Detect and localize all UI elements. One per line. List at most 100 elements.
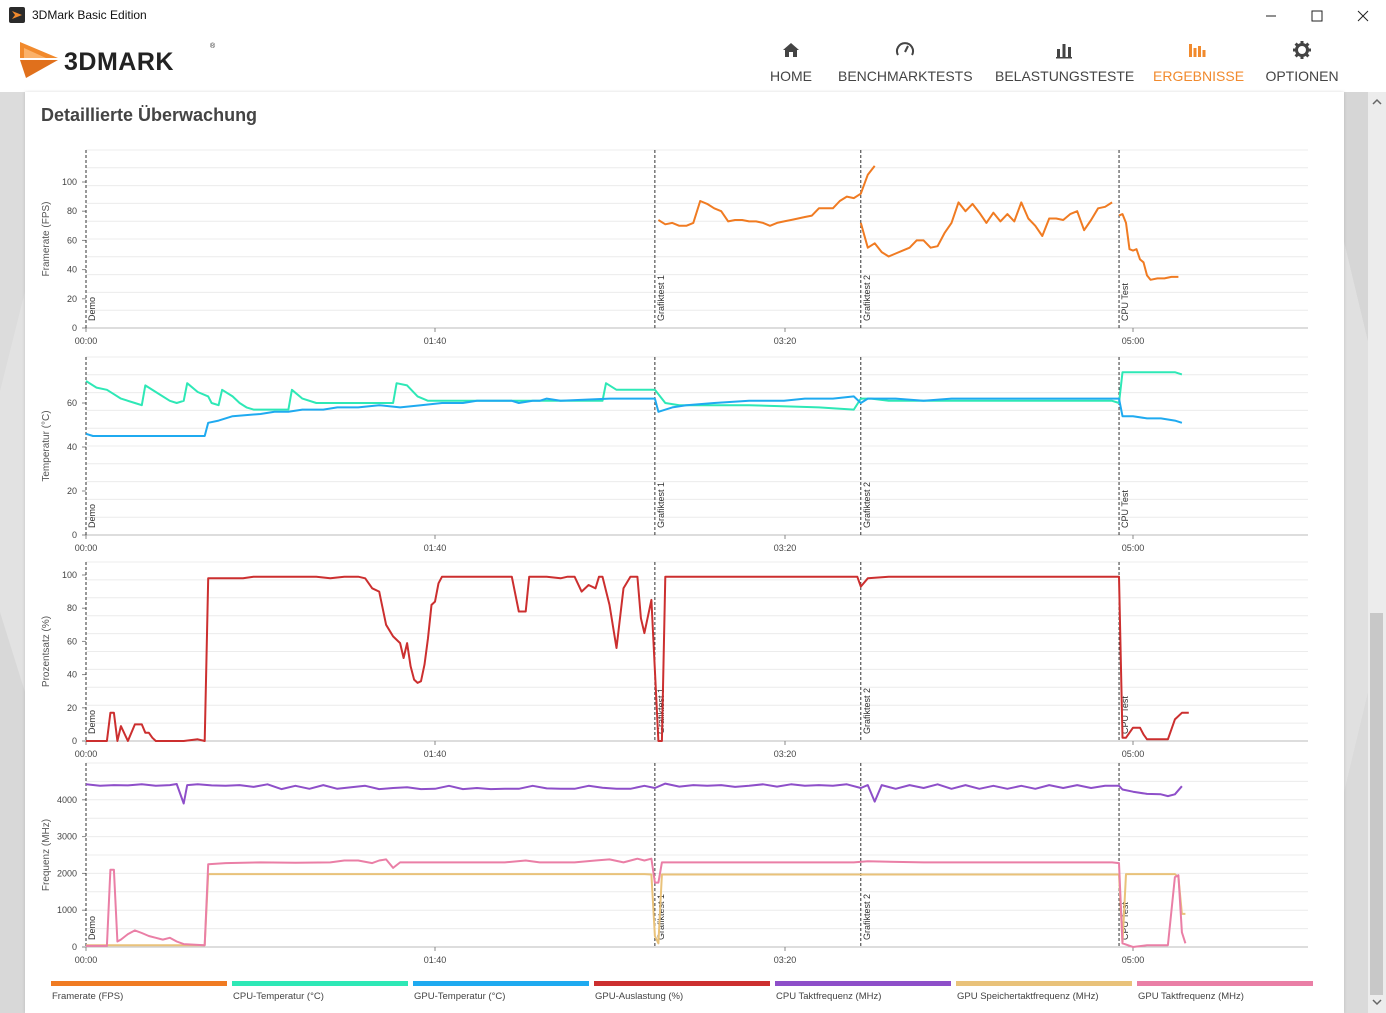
results-panel: Detaillierte Überwachung [25,92,1344,1013]
y-tick-label: 80 [67,603,77,613]
y-tick-label: 0 [72,736,77,746]
legend-item: Framerate (FPS) [51,981,227,1005]
x-tick-label: 05:00 [1122,543,1145,553]
scroll-up-icon[interactable] [1372,97,1382,107]
y-tick-label: 20 [67,486,77,496]
x-tick-label: 03:20 [774,749,797,759]
nav-ergebnisse[interactable]: ERGEBNISSE [1153,37,1245,89]
scroll-down-icon[interactable] [1372,997,1382,1007]
x-tick-label: 01:40 [424,543,447,553]
close-button[interactable] [1340,0,1386,31]
minimize-icon [1266,15,1276,17]
window-title: 3DMark Basic Edition [32,8,147,22]
y-tick-label: 20 [67,703,77,713]
x-tick-label: 03:20 [774,543,797,553]
nav-benchmarktests[interactable]: BENCHMARKTESTS [838,37,973,89]
x-tick-label: 00:00 [75,543,98,553]
legend-swatch [51,981,227,986]
nav-ergebnisse-label: ERGEBNISSE [1153,68,1245,84]
x-tick-label: 01:40 [424,336,447,346]
legend-label: GPU Taktfrequenz (MHz) [1138,991,1244,1002]
section-marker-label: Grafiktest 2 [862,275,872,321]
section-marker-label: Grafiktest 1 [656,688,666,734]
minimize-button[interactable] [1248,0,1294,31]
legend-swatch [956,981,1132,986]
section-marker-label: CPU Test [1120,283,1130,321]
close-icon [1357,10,1369,22]
section-marker-label: Demo [87,710,97,734]
y-tick-label: 0 [72,323,77,333]
legend-swatch [775,981,951,986]
series-line [657,165,876,227]
x-tick-label: 03:20 [774,336,797,346]
y-tick-label: 60 [67,636,77,646]
legend-item: GPU-Temperatur (°C) [413,981,589,1005]
scrollbar-thumb[interactable] [1370,613,1383,995]
series-line [859,201,1113,258]
legend-swatch [594,981,770,986]
section-marker-label: Demo [87,504,97,528]
section-marker-label: CPU Test [1120,490,1130,528]
y-tick-label: 0 [72,530,77,540]
y-tick-label: 2000 [57,868,77,878]
y-tick-label: 40 [67,265,77,275]
section-marker-label: Demo [87,916,97,940]
chart-1: 0 20 40 60 80 100 Framerate (FPS) 00:00 01:40 03:… [41,149,1308,346]
x-tick-label: 00:00 [75,336,98,346]
maximize-icon [1311,10,1323,22]
window-titlebar: 3DMark Basic Edition [0,0,1386,31]
nav-benchmarktests-label: BENCHMARKTESTS [838,68,973,84]
page-title: Detaillierte Überwachung [41,105,258,125]
legend-item: GPU Taktfrequenz (MHz) [1137,981,1313,1005]
home-icon [783,43,799,57]
chart-2: 0 20 40 60 Temperatur (°C) 00:00 01:40 03:20 05:… [41,356,1308,553]
chart-4: 0 1000 2000 3000 4000 Frequenz (MHz) 00:00 01:4… [41,762,1308,965]
logo-reg-mark: ® [210,43,216,50]
legend-swatch [1137,981,1313,986]
y-axis-label: Framerate (FPS) [41,201,52,276]
app-header: 3DMARK ® HOME BENCHMARKTESTS BELASTUNGST… [0,31,1386,92]
y-tick-label: 1000 [57,905,77,915]
x-tick-label: 00:00 [75,749,98,759]
section-marker-label: Grafiktest 2 [862,688,872,734]
nav-belastungsteste[interactable]: BELASTUNGSTESTE [995,37,1134,89]
legend-label: GPU-Temperatur (°C) [414,991,506,1002]
y-tick-label: 100 [62,177,77,187]
y-tick-label: 60 [67,398,77,408]
series-line [85,371,1183,411]
y-tick-label: 20 [67,294,77,304]
series-line [86,873,1186,947]
y-tick-label: 60 [67,235,77,245]
gear-icon [1293,41,1311,59]
y-tick-label: 40 [67,670,77,680]
nav-home-label: HOME [770,68,812,84]
vertical-scrollbar[interactable] [1368,92,1386,1013]
section-marker-label: Grafiktest 2 [862,482,872,528]
legend-label: CPU Taktfrequenz (MHz) [776,991,882,1002]
series-line [86,575,1189,742]
y-tick-label: 100 [62,570,77,580]
results-chart-icon [1189,44,1206,57]
legend-label: GPU Speichertaktfrequenz (MHz) [957,991,1099,1002]
y-tick-label: 3000 [57,832,77,842]
nav-home[interactable]: HOME [762,37,820,89]
y-tick-label: 80 [67,206,77,216]
bar-chart-icon [1055,44,1072,59]
legend-item: GPU-Auslastung (%) [594,981,770,1005]
y-tick-label: 4000 [57,795,77,805]
logo-text: 3DMARK [64,48,174,76]
legend-swatch [413,981,589,986]
legend-label: Framerate (FPS) [52,991,124,1002]
x-tick-label: 00:00 [75,955,98,965]
series-line [85,395,1183,437]
section-marker-label: Demo [87,297,97,321]
nav-optionen[interactable]: OPTIONEN [1262,37,1342,89]
series-line [86,857,1187,948]
section-marker-label: Grafiktest 1 [656,894,666,940]
series-line [85,782,1183,805]
x-tick-label: 01:40 [424,749,447,759]
x-tick-label: 01:40 [424,955,447,965]
legend-swatch [232,981,408,986]
x-tick-label: 05:00 [1122,336,1145,346]
maximize-button[interactable] [1294,0,1340,31]
